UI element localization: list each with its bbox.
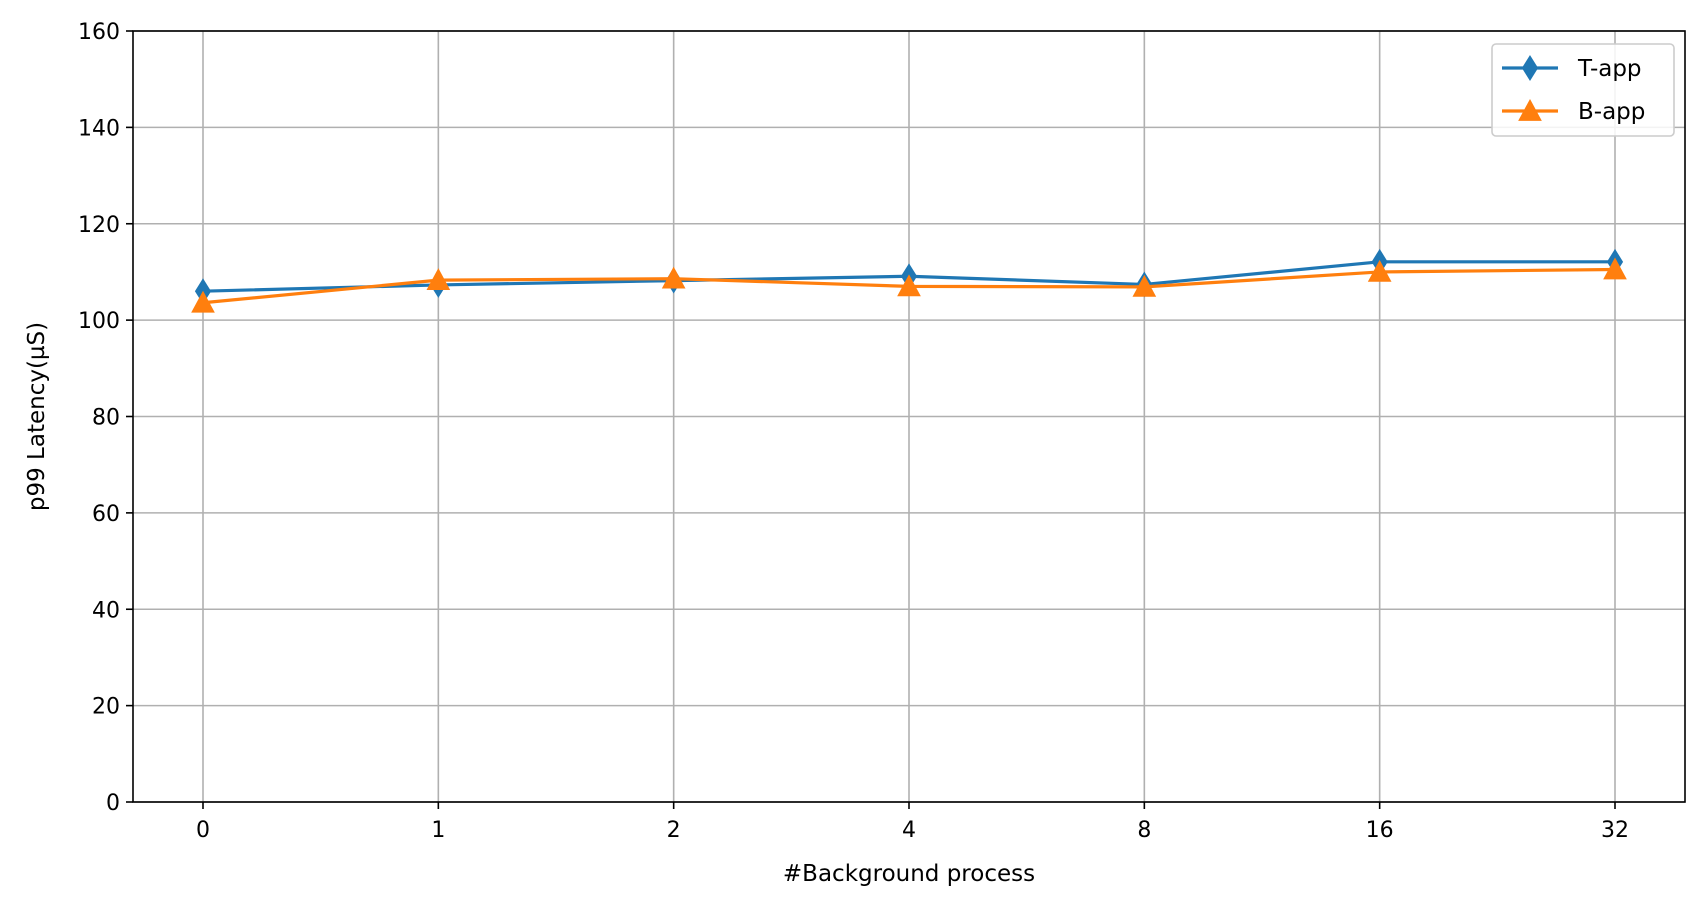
data-point-b-app [1132, 274, 1157, 297]
legend: T-app B-app [1491, 43, 1675, 137]
legend-marker-b-app [1518, 98, 1542, 121]
y-tick-label: 160 [78, 20, 120, 45]
data-point-b-app [661, 266, 686, 289]
y-tick-label: 120 [78, 213, 120, 238]
data-point-b-app [426, 268, 451, 290]
legend-marker-t-app [1521, 55, 1539, 81]
grid [133, 30, 1685, 803]
x-tick-label: 8 [1137, 818, 1151, 843]
x-tick-label: 2 [667, 818, 681, 843]
data-point-b-app [191, 290, 215, 313]
y-tick-label: 0 [106, 791, 120, 816]
x-axis-title: #Background process [783, 861, 1035, 887]
series-b-app [191, 257, 1627, 313]
series-layer [191, 248, 1627, 313]
legend-item-b-app: B-app [1502, 98, 1645, 125]
data-point-b-app [1603, 257, 1627, 280]
x-tick-label: 16 [1366, 818, 1394, 843]
legend-item-t-app: T-app [1502, 55, 1642, 82]
y-tick-label: 140 [78, 116, 120, 141]
legend-label-t-app: T-app [1577, 56, 1642, 82]
data-point-b-app [1367, 259, 1392, 282]
x-tick-label: 1 [431, 818, 445, 843]
y-tick-label: 60 [92, 502, 120, 527]
y-tick-label: 40 [92, 598, 120, 623]
axes: 0 20 40 60 80 100 120 140 160 0 1 2 4 8 16 32 [78, 20, 1686, 843]
data-point-b-app [897, 274, 921, 297]
x-tick-label: 0 [196, 818, 210, 843]
x-tick-label: 32 [1601, 818, 1629, 843]
legend-label-b-app: B-app [1578, 99, 1645, 125]
y-axis-title: p99 Latency(µS) [24, 322, 50, 511]
x-tick-label: 4 [902, 818, 916, 843]
y-tick-label: 20 [92, 695, 120, 720]
y-tick-label: 80 [92, 406, 120, 431]
y-tick-label: 100 [78, 309, 120, 334]
